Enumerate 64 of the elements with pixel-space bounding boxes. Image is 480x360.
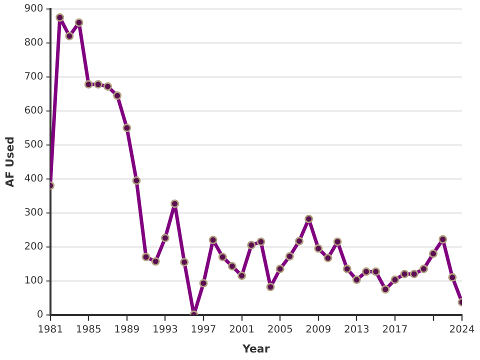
x-tick-label: 1989 [114,324,140,336]
x-tick-label: 2005 [267,324,293,336]
point [122,124,132,132]
y-tick-label: 700 [24,72,44,83]
point [132,176,141,185]
y-tick-label: 300 [24,207,44,218]
y-axis-title: AF Used [3,136,16,188]
point [448,273,457,282]
point [142,252,150,262]
point [419,264,428,274]
point [113,91,122,100]
point [276,264,284,274]
x-tick-label: 1997 [190,324,216,336]
point [256,238,266,246]
x-tick-label: 2013 [344,324,370,336]
point [285,252,294,261]
point [410,270,418,278]
x-tick-label: 2017 [382,324,408,336]
x-tick-label: 1993 [152,324,178,336]
point [294,236,304,246]
point [151,257,160,266]
point [218,252,227,262]
point [103,82,112,91]
point [390,276,400,284]
y-tick-label: 800 [24,38,44,49]
point [362,267,371,276]
point [429,249,438,258]
x-tick-label: 2001 [229,324,255,336]
point [228,262,236,270]
x-tick-label: 1981 [38,324,64,336]
point [94,80,102,89]
y-tick-label: 200 [24,241,44,252]
point [238,271,246,280]
point [160,234,170,242]
y-tick-label: 500 [24,140,44,151]
x-axis-title: Year [242,342,270,356]
point [74,18,84,27]
point [372,267,380,276]
x-tick-label: 2009 [306,324,332,336]
point [381,285,390,294]
point [266,282,275,292]
point [65,32,74,40]
point [400,270,409,278]
x-tick-label: 1985 [76,324,102,336]
point [180,258,189,266]
point [199,278,208,288]
point [304,214,314,224]
x-tick-label: 2024 [449,324,475,336]
point [342,264,352,274]
point [247,240,256,250]
y-tick-label: 100 [24,275,44,286]
y-tick-label: 400 [24,173,44,184]
point [438,235,448,244]
y-tick-label: 600 [24,106,44,117]
point [333,238,342,246]
point [352,276,361,284]
y-tick-label: 0 [36,309,44,320]
point [208,236,218,244]
point [170,199,180,208]
y-tick-label: 900 [24,4,44,15]
point [84,80,93,89]
point [56,13,64,22]
point [314,244,323,253]
point [324,254,332,262]
